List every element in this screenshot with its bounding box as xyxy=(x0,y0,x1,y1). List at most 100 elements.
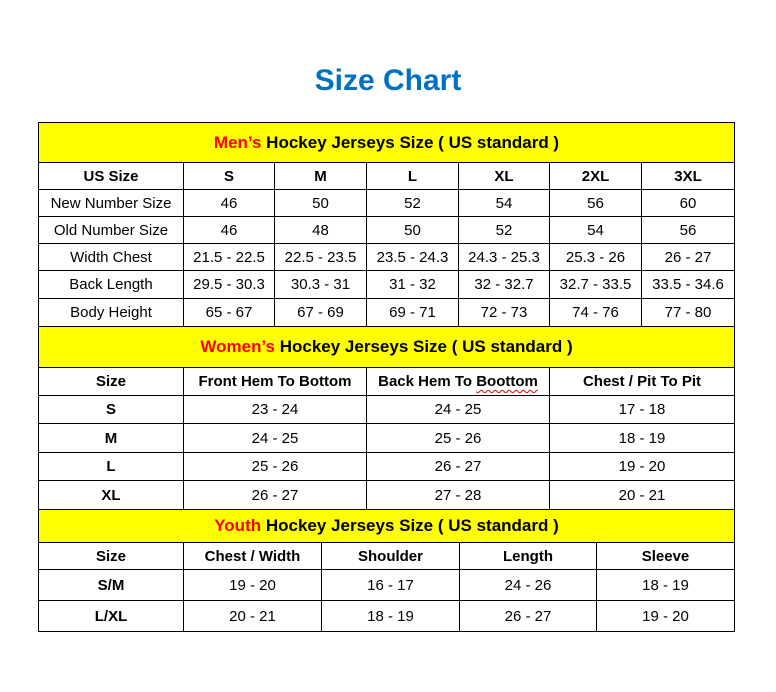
women-column-header: Chest / Pit To Pit xyxy=(548,367,736,396)
table-cell: 21.5 - 22.5 xyxy=(183,243,275,271)
men-column-header: M xyxy=(274,162,367,190)
header-label: Size xyxy=(95,373,126,390)
women-column-header: Size xyxy=(38,367,184,396)
table-row: XL 26 - 27 27 - 28 20 - 21 xyxy=(38,480,736,510)
table-cell: 31 - 32 xyxy=(366,270,459,299)
table-cell: 20 - 21 xyxy=(548,480,736,510)
table-cell: 33.5 - 34.6 xyxy=(640,270,736,299)
table-cell: 67 - 69 xyxy=(274,298,367,327)
table-cell: 23.5 - 24.3 xyxy=(366,243,459,271)
women-banner-prefix: Women’s xyxy=(200,337,275,356)
table-row: Body Height 65 - 67 67 - 69 69 - 71 72 - 73 7… xyxy=(38,298,736,327)
table-cell: 26 - 27 xyxy=(640,243,736,271)
table-cell: 60 xyxy=(640,189,736,217)
table-cell: 25 - 26 xyxy=(366,423,550,453)
header-label: 3XL xyxy=(674,167,702,185)
youth-column-header: Sleeve xyxy=(596,542,735,570)
women-column-header: Front Hem To Bottom xyxy=(183,367,367,396)
table-cell: 19 - 20 xyxy=(548,452,736,481)
women-size-table: Women’s Hockey Jerseys Size ( US standar… xyxy=(37,326,736,510)
row-label: S/M xyxy=(38,569,184,601)
header-label: Chest / Pit To Pit xyxy=(582,373,702,390)
header-label: US Size xyxy=(83,167,139,185)
table-cell: 52 xyxy=(458,216,550,244)
youth-column-header: Shoulder xyxy=(321,542,460,570)
table-cell: 52 xyxy=(366,189,459,217)
table-cell: 54 xyxy=(549,216,642,244)
men-banner-prefix: Men’s xyxy=(213,132,262,152)
men-header-row: US Size S M L XL 2XL 3XL xyxy=(38,162,736,190)
table-cell: 48 xyxy=(274,216,367,244)
table-cell: 19 - 20 xyxy=(183,569,322,601)
women-banner-text: Hockey Jerseys Size ( US standard ) xyxy=(275,337,573,356)
table-cell: 26 - 27 xyxy=(459,600,597,632)
men-column-header: XL xyxy=(458,162,550,190)
men-column-header: 2XL xyxy=(549,162,642,190)
header-label: Chest / Width xyxy=(204,547,301,565)
youth-banner: Youth Hockey Jerseys Size ( US standard … xyxy=(38,509,735,543)
table-row: L 25 - 26 26 - 27 19 - 20 xyxy=(38,452,736,481)
header-label: Length xyxy=(503,547,553,565)
row-label: Old Number Size xyxy=(38,216,184,244)
table-cell: 50 xyxy=(274,189,367,217)
youth-column-header: Chest / Width xyxy=(183,542,322,570)
header-label: 2XL xyxy=(581,167,610,185)
table-cell: 72 - 73 xyxy=(458,298,550,327)
table-cell: 25.3 - 26 xyxy=(549,243,642,271)
table-cell: 50 xyxy=(366,216,459,244)
table-cell: 69 - 71 xyxy=(366,298,459,327)
misspelled-word: Boottom xyxy=(476,373,538,390)
table-cell: 54 xyxy=(458,189,550,217)
header-label: Shoulder xyxy=(357,547,423,565)
row-label: Body Height xyxy=(38,298,184,327)
women-banner: Women’s Hockey Jerseys Size ( US standar… xyxy=(37,326,736,368)
header-label: Back Hem To xyxy=(378,373,477,390)
table-cell: 32.7 - 33.5 xyxy=(549,270,642,299)
row-label: XL xyxy=(38,480,184,510)
table-cell: 24 - 26 xyxy=(459,569,597,601)
table-cell: 56 xyxy=(640,216,736,244)
table-row: New Number Size 46 50 52 54 56 60 xyxy=(38,189,736,217)
row-label: Back Length xyxy=(38,270,184,299)
table-cell: 26 - 27 xyxy=(183,480,367,510)
row-label: Width Chest xyxy=(38,243,184,271)
youth-size-table: Youth Hockey Jerseys Size ( US standard … xyxy=(38,509,735,632)
row-label: S xyxy=(38,395,184,424)
men-size-table: Men’s Hockey Jerseys Size ( US standard … xyxy=(37,122,736,327)
row-label: M xyxy=(38,423,184,453)
table-cell: 24 - 25 xyxy=(183,423,367,453)
table-cell: 19 - 20 xyxy=(596,600,735,632)
table-cell: 24.3 - 25.3 xyxy=(458,243,550,271)
table-row: Back Length 29.5 - 30.3 30.3 - 31 31 - 32 32… xyxy=(38,270,736,299)
table-cell: 17 - 18 xyxy=(548,395,736,424)
table-row: L/XL 20 - 21 18 - 19 26 - 27 19 - 20 xyxy=(38,600,735,632)
table-cell: 18 - 19 xyxy=(321,600,460,632)
table-cell: 26 - 27 xyxy=(366,452,550,481)
table-cell: 30.3 - 31 xyxy=(274,270,367,299)
table-cell: 74 - 76 xyxy=(549,298,642,327)
header-label: Sleeve xyxy=(641,547,690,565)
header-label: M xyxy=(314,167,327,185)
table-row: S 23 - 24 24 - 25 17 - 18 xyxy=(38,395,736,424)
table-cell: 18 - 19 xyxy=(596,569,735,601)
women-header-row: Size Front Hem To Bottom Back Hem To Boott… xyxy=(38,367,736,396)
table-cell: 65 - 67 xyxy=(183,298,275,327)
table-cell: 56 xyxy=(549,189,642,217)
table-cell: 18 - 19 xyxy=(548,423,736,453)
table-row: S/M 19 - 20 16 - 17 24 - 26 18 - 19 xyxy=(38,569,735,601)
table-row: Old Number Size 46 48 50 52 54 56 xyxy=(38,216,736,244)
women-column-header: Back Hem To Boottom xyxy=(366,367,550,396)
youth-header-row: Size Chest / Width Shoulder Length Sleeve xyxy=(38,542,735,570)
men-column-header: US Size xyxy=(38,162,184,190)
header-label: XL xyxy=(494,167,514,185)
page-title: Size Chart xyxy=(314,64,462,97)
table-cell: 23 - 24 xyxy=(183,395,367,424)
youth-column-header: Length xyxy=(459,542,597,570)
men-column-header: L xyxy=(366,162,459,190)
header-label: S xyxy=(223,167,234,185)
header-label: L xyxy=(407,167,418,185)
table-row: Width Chest 21.5 - 22.5 22.5 - 23.5 23.5 - … xyxy=(38,243,736,271)
table-cell: 46 xyxy=(183,189,275,217)
table-cell: 29.5 - 30.3 xyxy=(183,270,275,299)
row-label: New Number Size xyxy=(38,189,184,217)
